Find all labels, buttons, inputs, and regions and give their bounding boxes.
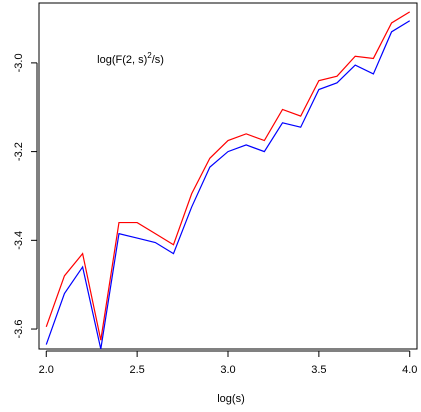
x-axis: 2.0 2.5 3.0 3.5 4.0 (39, 350, 417, 376)
plot-frame (38, 2, 418, 350)
y-tick-label: -3.6 (13, 320, 25, 339)
plot-annotation: log(F(2, s)2/s) (97, 51, 164, 66)
y-tick-label: -3.4 (13, 231, 25, 250)
annotation-suffix: /s) (152, 54, 164, 66)
x-tick-label: 4.0 (402, 364, 417, 376)
series-line-1 (45, 11, 411, 341)
y-tick-label: -3.2 (13, 142, 25, 161)
annotation-superscript: 2 (147, 51, 152, 60)
x-axis-title: log(s) (217, 393, 245, 405)
x-tick-label: 3.0 (220, 364, 235, 376)
y-tick-label: -3.0 (13, 53, 25, 72)
x-tick-label: 3.5 (311, 364, 326, 376)
x-tick-label: 2.0 (39, 364, 54, 376)
y-axis: -3.6 -3.4 -3.2 -3.0 (13, 53, 38, 339)
series-layer (45, 11, 411, 350)
series-line-2 (45, 20, 411, 350)
x-tick-label: 2.5 (129, 364, 144, 376)
annotation-prefix: log(F(2, s) (97, 54, 147, 66)
